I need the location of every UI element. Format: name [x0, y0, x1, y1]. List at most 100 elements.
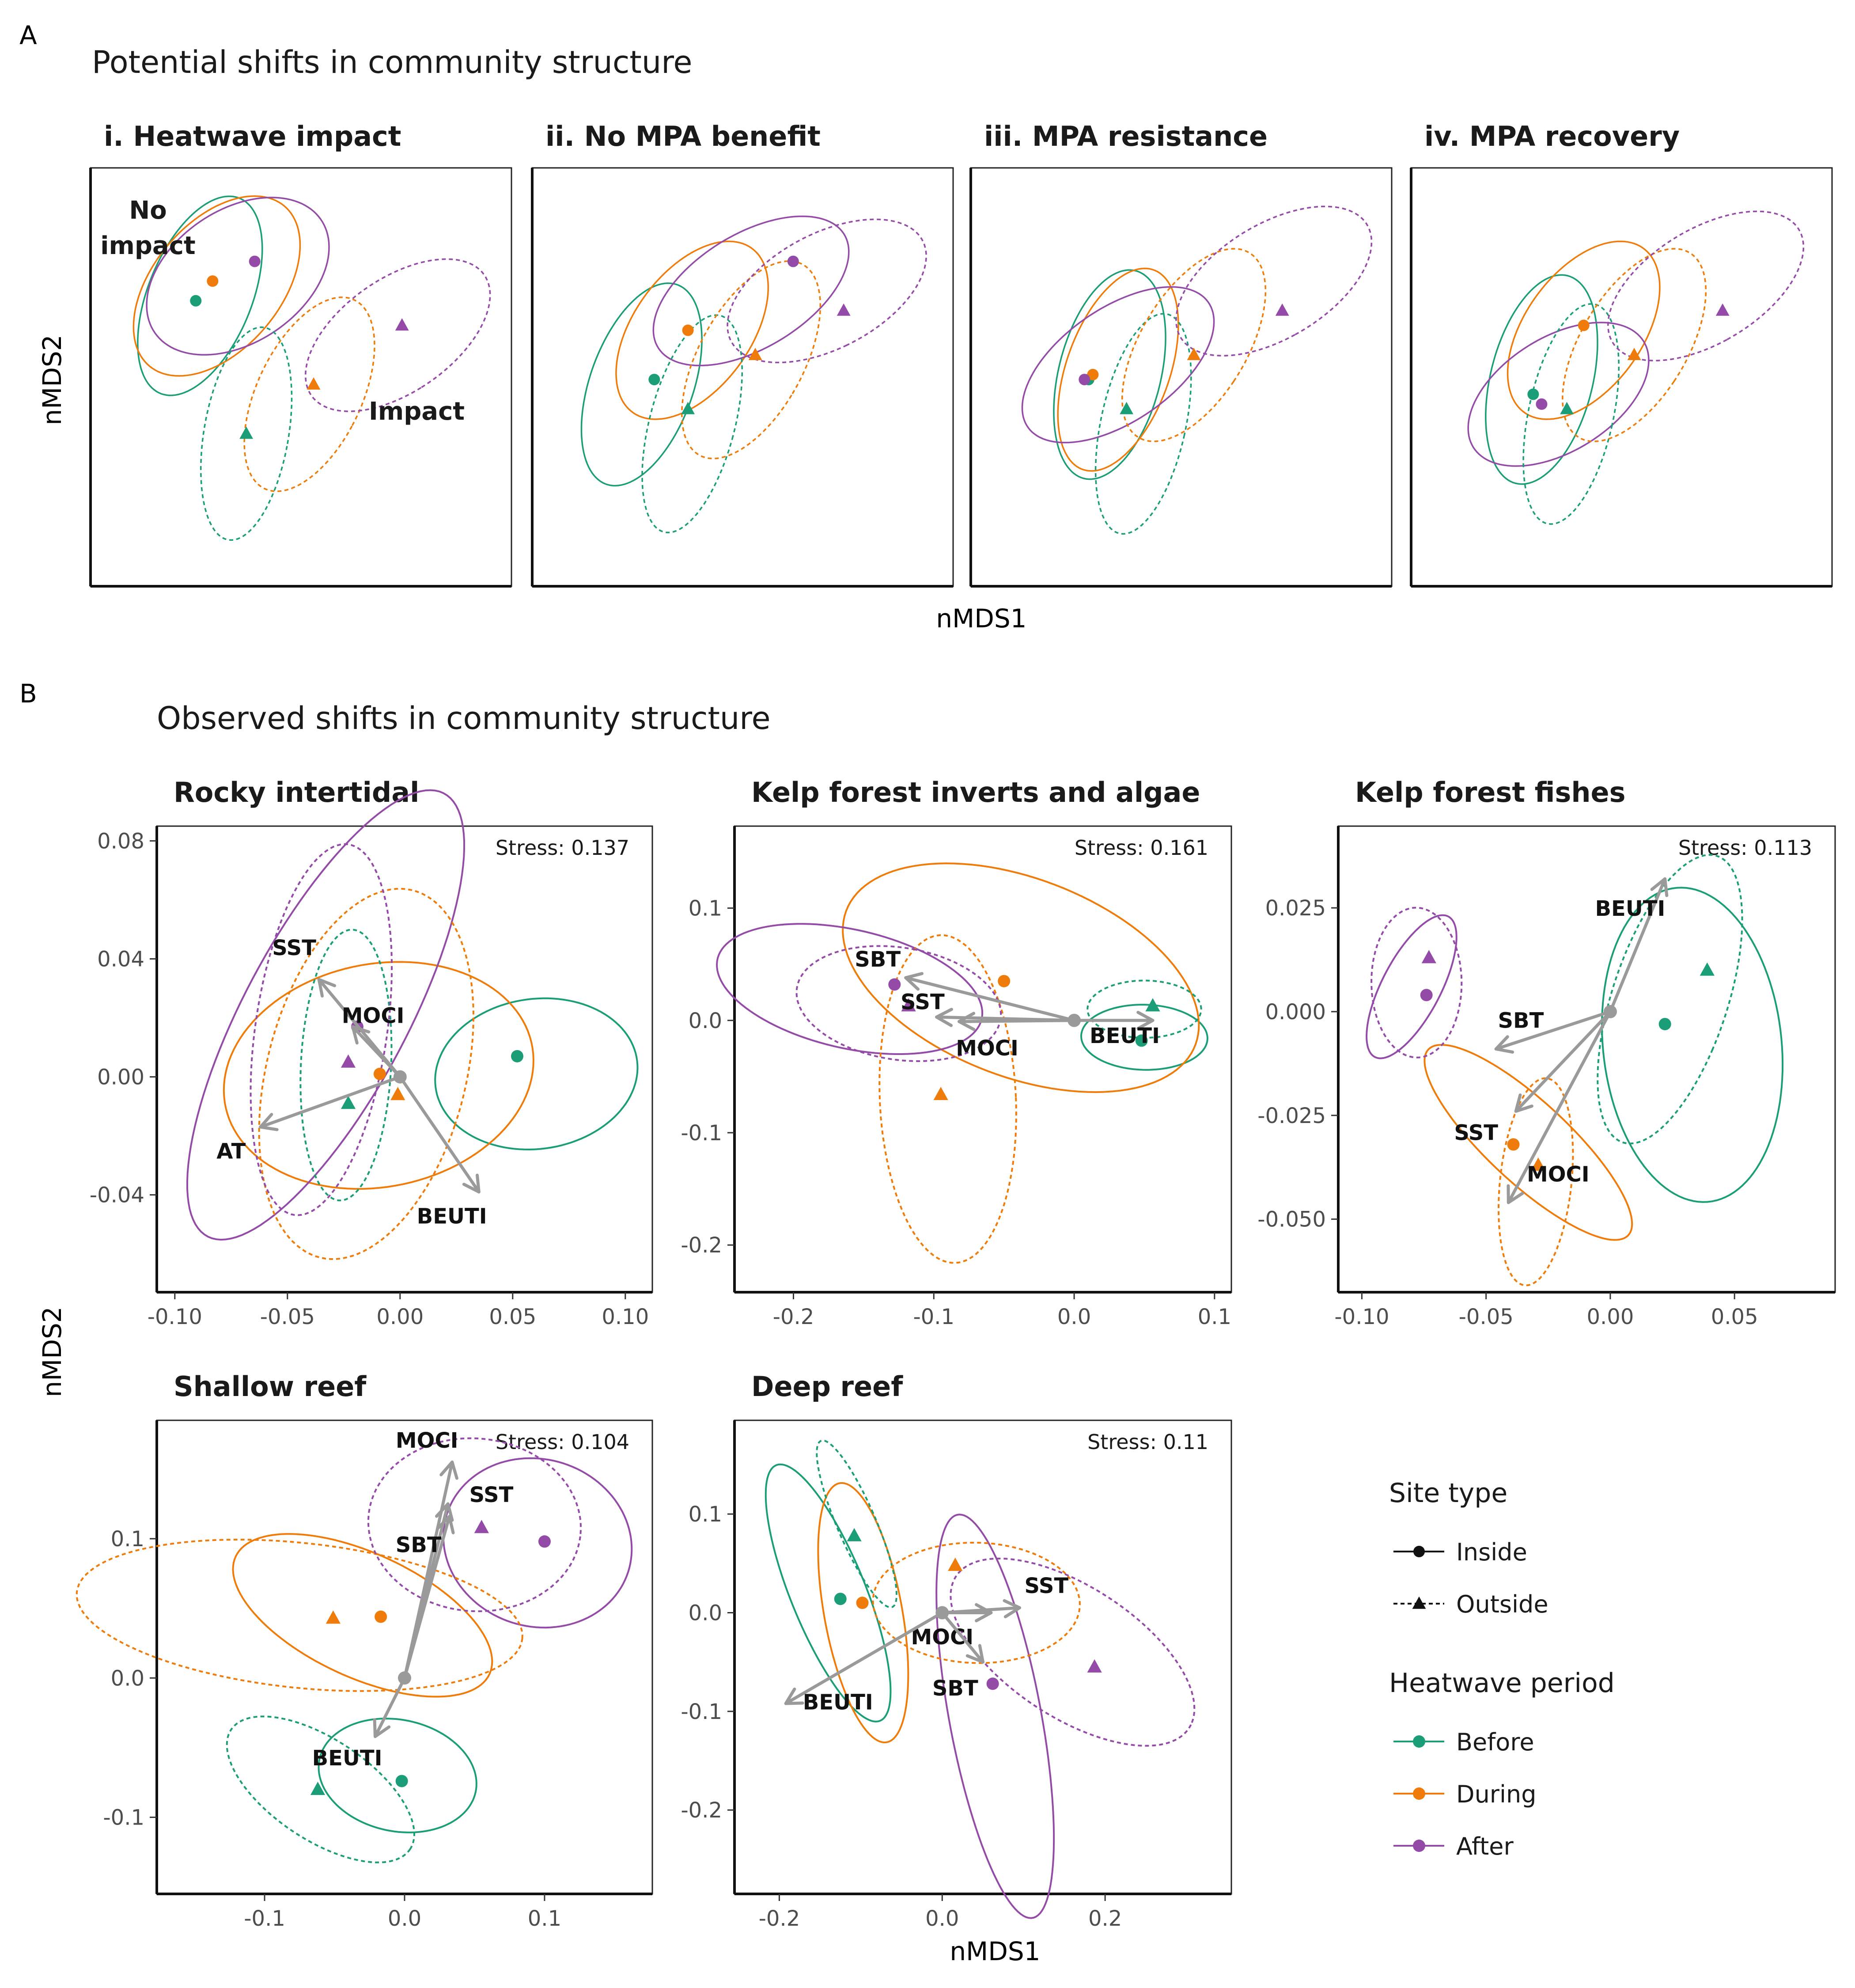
ellipse-after-outside — [304, 258, 491, 412]
vector-label-sst: SST — [1024, 1574, 1068, 1598]
point-during-inside — [1087, 368, 1099, 380]
ellipse-after-inside — [146, 197, 330, 356]
panel-a-title: Potential shifts in community structure — [92, 44, 693, 80]
vector-moci — [351, 1025, 402, 1079]
vector-beuti — [784, 1611, 944, 1705]
vector-arrowhead-at — [259, 1113, 279, 1131]
panel-title: Kelp forest inverts and algae — [751, 776, 1200, 808]
legend-site-marker-outside — [1412, 1596, 1426, 1609]
point-after-outside — [341, 1054, 356, 1068]
x-tick-label: 0.1 — [528, 1906, 561, 1931]
ellipse-before-outside — [1522, 303, 1620, 525]
legend-period-marker-after — [1413, 1840, 1425, 1852]
point-before-inside — [511, 1050, 523, 1062]
ellipse-before-outside — [226, 1715, 416, 1863]
y-tick-label: 0.08 — [97, 829, 144, 854]
vector-label-beuti: BEUTI — [312, 1746, 382, 1771]
point-after-outside — [474, 1520, 489, 1533]
y-tick-label: -0.1 — [681, 1121, 722, 1146]
panel-b-y-label: nMDS2 — [37, 1306, 67, 1397]
point-during-inside — [207, 275, 219, 287]
point-before-inside — [395, 1775, 408, 1787]
y-tick-label: -0.1 — [681, 1700, 722, 1724]
point-after-outside — [1421, 950, 1436, 964]
ellipse-during-outside — [872, 1541, 1081, 1664]
vector-arrowhead-sbt — [965, 1644, 984, 1664]
observed-panels: Rocky intertidal -0.10 -0.05 0.00 0.05 0.10 -0… — [76, 776, 1836, 1931]
point-during-outside — [1531, 1157, 1546, 1171]
x-tick-label: 0.2 — [1088, 1906, 1122, 1931]
point-before-outside — [1120, 402, 1134, 414]
nmds-panel-shallow-reef: Shallow reef -0.1 0.0 0.1 -0.1 0.0 0.1 Stress: … — [76, 1370, 653, 1931]
ellipse-during-inside — [232, 1533, 493, 1698]
ellipse-after-inside — [716, 923, 984, 1055]
x-tick-label: -0.10 — [148, 1305, 202, 1329]
point-after-outside — [395, 318, 409, 331]
y-tick-label: -0.025 — [1257, 1104, 1326, 1128]
vector-sbt — [1494, 1010, 1612, 1051]
x-tick-label: -0.1 — [244, 1906, 285, 1931]
vector-arrowhead-sbt — [436, 1515, 455, 1535]
point-after-inside — [249, 255, 261, 267]
y-tick-label: 0.1 — [689, 1502, 722, 1527]
point-during-outside — [1187, 348, 1201, 360]
y-tick-label: -0.2 — [681, 1798, 722, 1823]
ellipse-after-inside — [1366, 914, 1458, 1059]
stress-label: Stress: 0.11 — [1087, 1430, 1208, 1454]
ellipse-before-inside — [1485, 274, 1598, 485]
panel-b-title: Observed shifts in community structure — [157, 700, 771, 736]
ellipse-before-inside — [137, 195, 263, 396]
point-before-inside — [1658, 1018, 1671, 1031]
vector-moci — [957, 1019, 1076, 1023]
point-after-outside — [1087, 1659, 1102, 1673]
vector-label-beuti: BEUTI — [803, 1690, 873, 1715]
ellipse-before-outside — [299, 929, 393, 1202]
ellipse-after-inside — [186, 789, 465, 1241]
ellipse-during-inside — [1507, 240, 1661, 420]
y-tick-label: 0.025 — [1265, 896, 1326, 921]
ellipse-before-inside — [1601, 887, 1784, 1203]
ellipse-before-outside — [1597, 854, 1743, 1145]
ellipse-after-outside — [727, 218, 927, 364]
panel-title: Kelp forest fishes — [1355, 776, 1626, 808]
point-after-outside — [1275, 303, 1289, 316]
legend-site-label-outside: Outside — [1456, 1590, 1548, 1618]
conceptual-panel-3: iii. MPA resistance — [969, 120, 1393, 588]
panel-title: Deep reef — [751, 1370, 903, 1403]
point-after-inside — [1536, 398, 1548, 410]
vector-arrowhead-beuti — [1650, 877, 1669, 897]
vector-sst — [1514, 1010, 1612, 1113]
panel-b-x-label: nMDS1 — [950, 1936, 1040, 1966]
panel-frame — [156, 1419, 653, 1895]
y-tick-label: 0.00 — [97, 1065, 144, 1090]
vector-arrowhead-sst — [1003, 1599, 1021, 1619]
point-before-inside — [1135, 1034, 1148, 1047]
y-tick-label: -0.050 — [1257, 1207, 1326, 1232]
vector-label-sst: SST — [272, 936, 316, 960]
ellipse-during-outside — [681, 260, 822, 459]
y-tick-label: 0.000 — [1265, 1000, 1326, 1024]
legend-period-label-after: After — [1456, 1832, 1514, 1860]
ellipse-during-outside — [76, 1538, 523, 1692]
vector-label-moci: MOCI — [1527, 1162, 1590, 1187]
stress-label: Stress: 0.104 — [496, 1430, 629, 1454]
vector-sbt — [904, 976, 1076, 1022]
ellipse-during-inside — [223, 961, 534, 1190]
panel-a-y-label: nMDS2 — [37, 334, 67, 425]
vector-moci — [1507, 1010, 1612, 1204]
vector-arrowhead-moci — [975, 1603, 993, 1623]
conceptual-panel-title: iv. MPA recovery — [1424, 120, 1680, 152]
conceptual-panel-frame — [90, 167, 512, 587]
ellipse-before-inside — [318, 1718, 477, 1833]
point-before-outside — [341, 1096, 356, 1109]
panel-a-x-label: nMDS1 — [936, 603, 1026, 634]
vector-label-sbt: SBT — [932, 1676, 978, 1701]
ellipse-after-inside — [652, 215, 850, 367]
conceptual-panels: i. Heatwave impact No impact Impact ii. No M… — [89, 120, 1833, 588]
x-tick-label: 0.00 — [1587, 1305, 1634, 1329]
ellipse-during-inside — [817, 1482, 909, 1744]
y-tick-label: 0.0 — [689, 1601, 722, 1626]
ellipse-after-outside — [1370, 907, 1463, 1058]
legend-period-label-during: During — [1456, 1780, 1537, 1808]
y-tick-label: 0.1 — [111, 1527, 144, 1552]
